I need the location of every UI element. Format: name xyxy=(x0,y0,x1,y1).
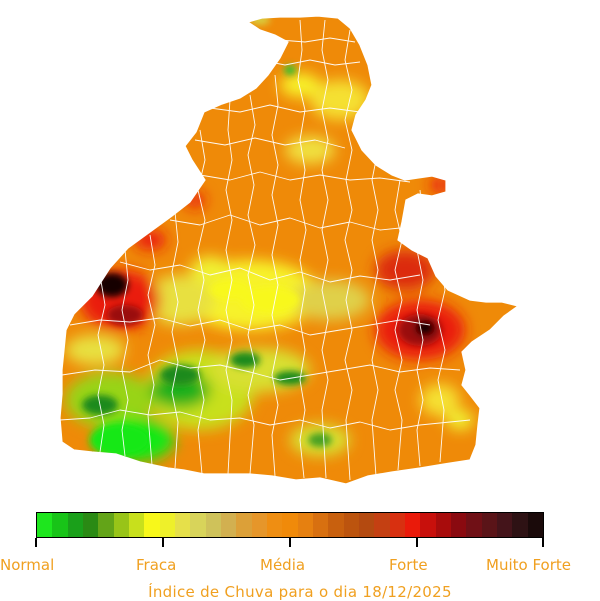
scale-swatch xyxy=(98,513,114,537)
scale-swatch xyxy=(435,513,451,537)
scale-tick xyxy=(542,538,544,547)
scale-label-media: Média xyxy=(260,556,306,574)
scale-swatch xyxy=(128,513,145,537)
scale-swatch xyxy=(328,513,344,537)
scale-swatch xyxy=(236,513,252,537)
scale-swatch xyxy=(374,513,390,537)
scale-swatch xyxy=(282,513,298,537)
scale-swatch xyxy=(174,513,191,537)
scale-swatch xyxy=(343,513,359,537)
scale-swatch xyxy=(266,513,283,537)
scale-swatch xyxy=(420,513,436,537)
scale-swatch xyxy=(404,513,421,537)
scale-label-fraca: Fraca xyxy=(136,556,177,574)
scale-tick xyxy=(35,538,37,547)
scale-swatch xyxy=(251,513,267,537)
scale-tick xyxy=(162,538,164,547)
scale-swatch xyxy=(297,513,313,537)
color-scale-bar xyxy=(36,512,544,538)
scale-swatch xyxy=(67,513,83,537)
scale-swatch xyxy=(481,513,497,537)
scale-swatch xyxy=(312,513,329,537)
scale-label-muito-forte: Muito Forte xyxy=(486,556,571,574)
scale-swatch xyxy=(496,513,513,537)
scale-tick xyxy=(289,538,291,547)
scale-ticks xyxy=(35,538,544,548)
municipal-borders xyxy=(60,19,471,481)
rain-index-map xyxy=(59,15,519,485)
scale-swatch xyxy=(389,513,405,537)
scale-swatch xyxy=(205,513,221,537)
scale-swatch xyxy=(82,513,99,537)
scale-swatch xyxy=(358,513,375,537)
scale-swatch xyxy=(37,513,53,537)
map-caption: Índice de Chuva para o dia 18/12/2025 xyxy=(148,583,452,601)
rain-field xyxy=(60,16,518,484)
rain-blobs-sharp xyxy=(82,16,442,456)
scale-label-forte: Forte xyxy=(389,556,428,574)
scale-swatch xyxy=(220,513,237,537)
scale-label-normal: Normal xyxy=(0,556,55,574)
scale-tick xyxy=(416,538,418,547)
scale-swatch xyxy=(159,513,175,537)
scale-swatch xyxy=(190,513,206,537)
scale-swatch xyxy=(450,513,467,537)
scale-swatch xyxy=(527,513,543,537)
scale-swatch xyxy=(52,513,68,537)
scale-swatch xyxy=(144,513,160,537)
scale-swatch xyxy=(113,513,129,537)
scale-swatch xyxy=(466,513,482,537)
scale-swatch xyxy=(512,513,528,537)
